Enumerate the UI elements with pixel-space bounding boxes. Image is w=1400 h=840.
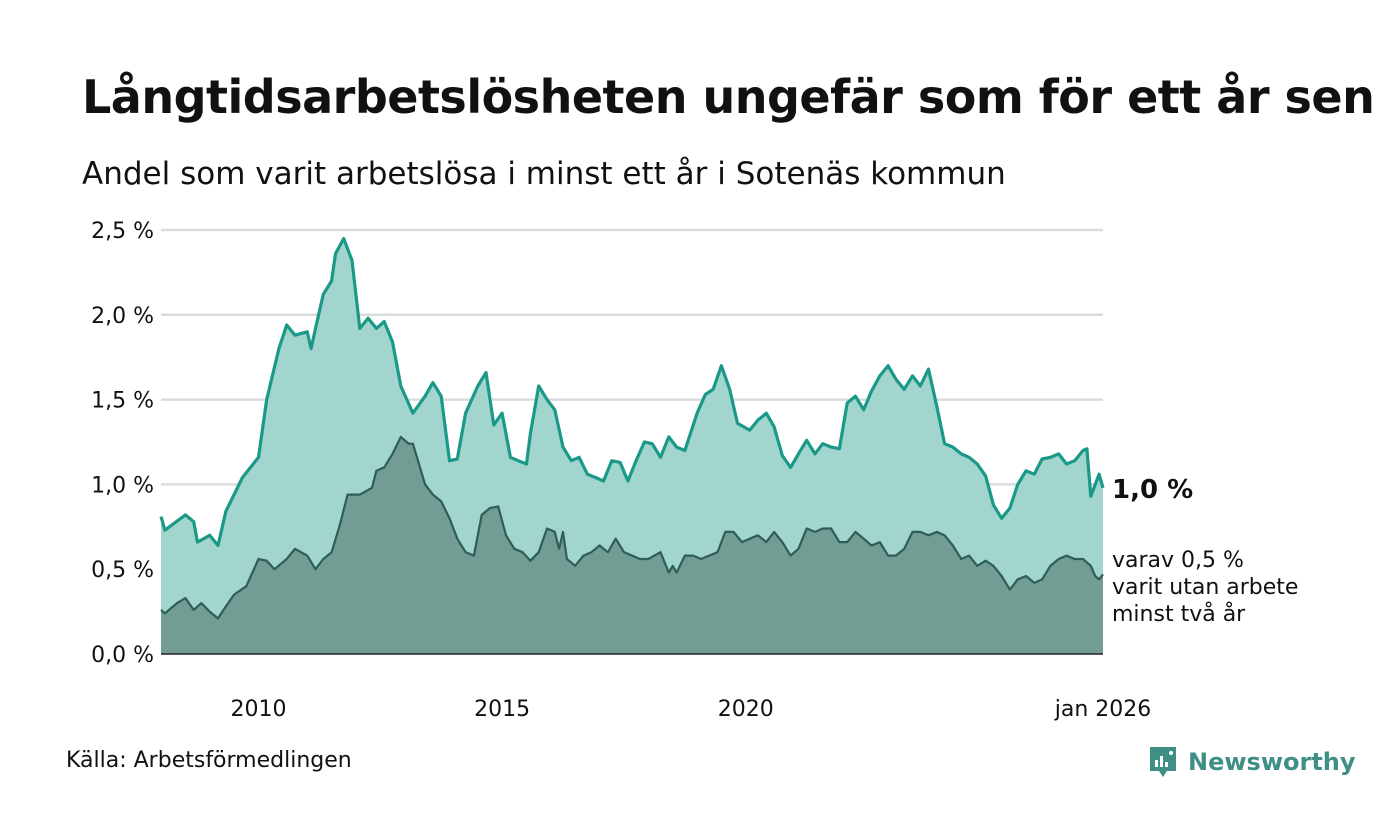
y-tick-label: 0,5 %	[91, 558, 154, 583]
y-tick-label: 2,0 %	[91, 304, 154, 329]
y-tick-label: 1,5 %	[91, 389, 154, 414]
x-tick-label: 2010	[230, 697, 286, 722]
x-tick-label: 2015	[474, 697, 530, 722]
newsworthy-logo-icon	[1150, 747, 1176, 777]
series-area-long_term	[161, 436, 1103, 654]
x-tick-label: 2020	[718, 697, 774, 722]
chart-title: Långtidsarbetslösheten ungefär som för e…	[82, 70, 1375, 124]
brand-name: Newsworthy	[1188, 748, 1356, 776]
x-tick-label: jan 2026	[1054, 697, 1152, 722]
series-line-long_term	[160, 435, 1104, 620]
series-line-total	[159, 236, 1105, 548]
newsworthy-brand[interactable]: Newsworthy	[1148, 744, 1356, 780]
long-term-end-label: varit utan arbete	[1112, 575, 1298, 600]
source-label: Källa: Arbetsförmedlingen	[66, 748, 352, 773]
y-tick-label: 0,0 %	[91, 643, 154, 668]
y-tick-label: 2,5 %	[91, 219, 154, 244]
chart-subtitle: Andel som varit arbetslösa i minst ett å…	[82, 156, 1006, 192]
y-tick-label: 1,0 %	[91, 473, 154, 498]
long-term-end-label: varav 0,5 %	[1112, 548, 1244, 573]
long-term-end-label: minst två år	[1112, 601, 1246, 627]
total-end-label: 1,0 %	[1112, 475, 1193, 505]
